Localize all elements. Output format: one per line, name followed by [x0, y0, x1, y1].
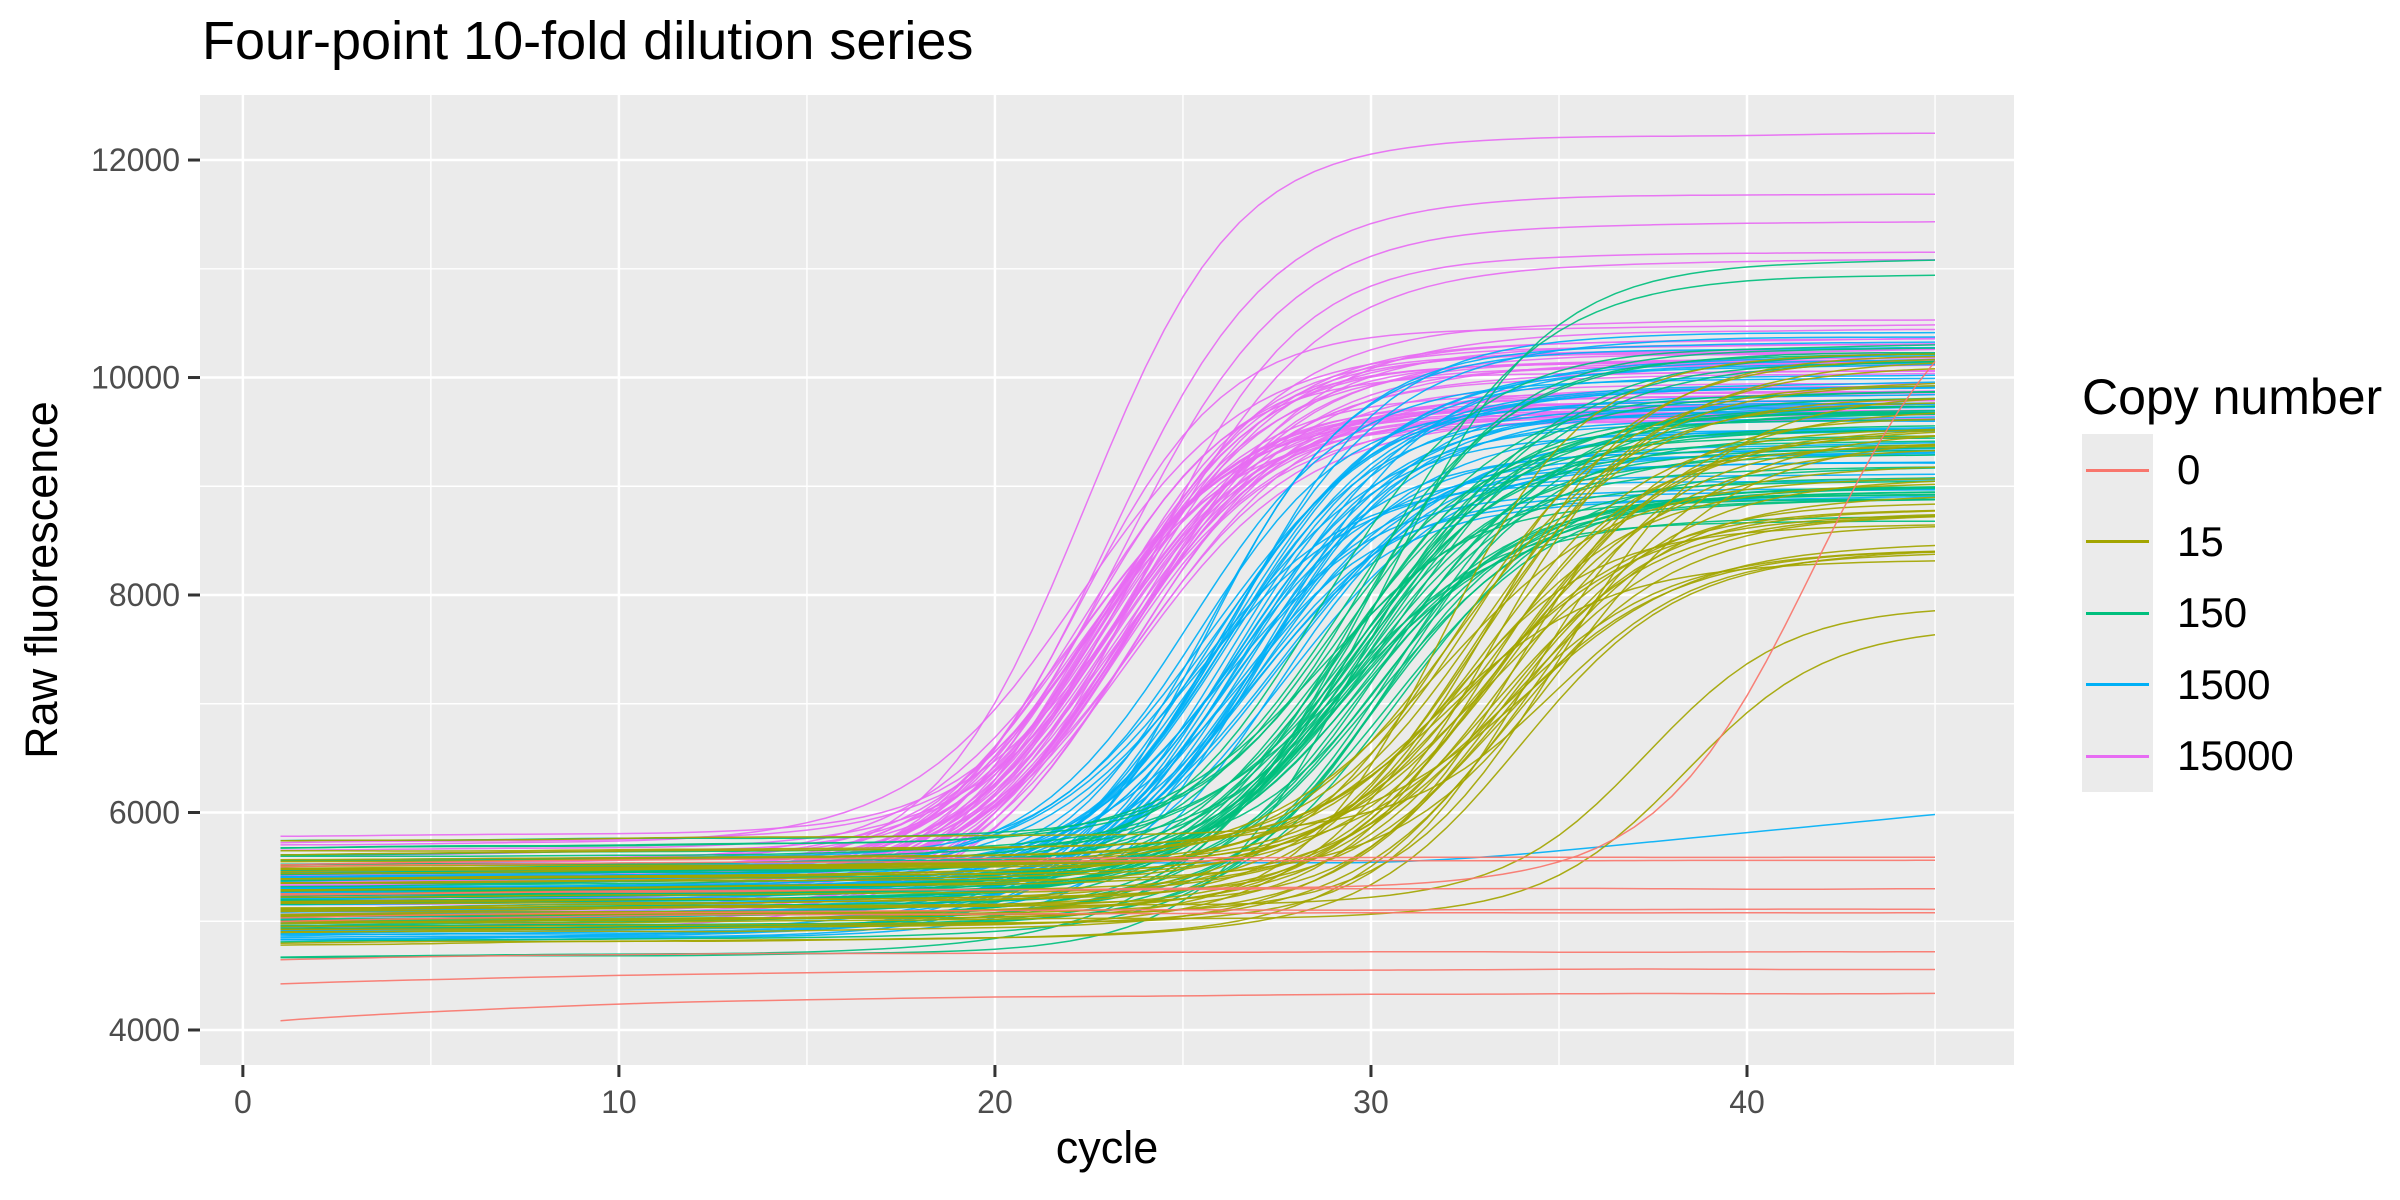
curve-copy-0: [280, 360, 1936, 895]
curve-copy-15: [280, 609, 1936, 911]
curve-copy-15000: [280, 259, 1935, 852]
curves-layer: [280, 132, 1936, 1022]
plot-title: Four-point 10-fold dilution series: [202, 11, 974, 71]
curve-copy-15: [280, 525, 1936, 944]
curve-copy-1500: [280, 346, 1936, 940]
y-tick-label: 12000: [91, 142, 180, 178]
curve-copy-0: [280, 911, 1936, 923]
curve-copy-15: [280, 431, 1936, 913]
curve-copy-1500: [280, 381, 1936, 941]
series-0: [280, 360, 1936, 1022]
curve-copy-15: [280, 515, 1936, 891]
curve-copy-15: [280, 483, 1936, 873]
y-tick-label: 8000: [109, 577, 180, 613]
x-tick-label: 10: [601, 1084, 637, 1120]
curve-copy-0: [280, 856, 1936, 866]
x-tick-label: 40: [1729, 1084, 1765, 1120]
curve-copy-15: [280, 362, 1936, 909]
curve-copy-15: [280, 435, 1936, 880]
y-tick-label: 6000: [109, 794, 180, 830]
curve-copy-150: [280, 429, 1936, 876]
y-axis-title: Raw fluorescence: [16, 401, 67, 759]
curve-copy-15: [280, 553, 1936, 842]
x-tick-label: 20: [977, 1084, 1013, 1120]
x-tick-label: 0: [234, 1084, 252, 1120]
curve-copy-0: [280, 908, 1936, 919]
x-axis-title: cycle: [1055, 1122, 1159, 1173]
curve-copy-15: [280, 358, 1936, 861]
y-tick-label: 4000: [109, 1012, 180, 1048]
curve-copy-15: [280, 443, 1936, 928]
curve-copy-15: [280, 633, 1936, 925]
x-tick-label: 30: [1353, 1084, 1389, 1120]
curve-copy-15000: [280, 343, 1935, 846]
curve-copy-15: [280, 478, 1936, 868]
curve-copy-0: [280, 968, 1935, 985]
y-tick-label: 10000: [91, 360, 180, 396]
curve-copy-0: [280, 992, 1936, 1022]
curve-copy-0: [280, 859, 1935, 868]
curve-copy-15: [280, 466, 1936, 875]
curve-copy-0: [280, 950, 1935, 961]
curve-copy-1500: [280, 358, 1936, 878]
curve-copy-150: [280, 274, 1936, 849]
curve-copy-15: [280, 544, 1936, 856]
curve-copy-15: [280, 412, 1936, 884]
curve-copy-150: [280, 344, 1936, 870]
